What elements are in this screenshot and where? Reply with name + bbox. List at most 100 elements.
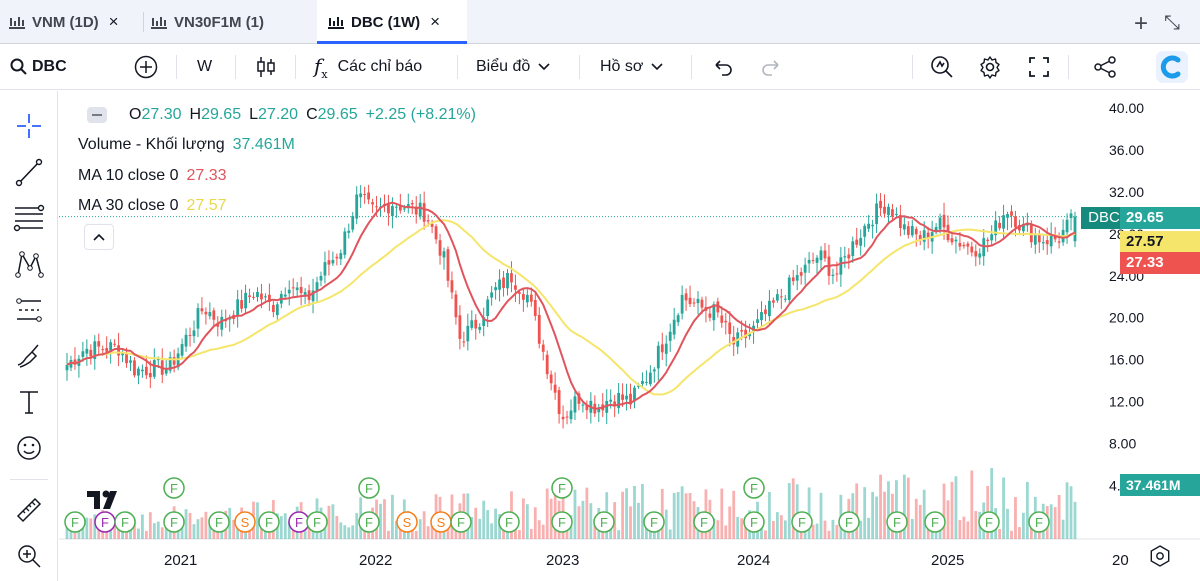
volume-bar bbox=[311, 530, 315, 539]
chart-style-button[interactable] bbox=[255, 44, 277, 90]
volume-bar bbox=[343, 525, 347, 539]
candle-body bbox=[1010, 211, 1013, 216]
trendline-tool[interactable] bbox=[10, 153, 48, 191]
event-marker-label: F bbox=[750, 481, 758, 496]
volume-bar bbox=[347, 527, 351, 539]
event-marker-label: F bbox=[295, 515, 303, 530]
candle-body bbox=[1002, 215, 1005, 229]
candle-body bbox=[724, 320, 728, 323]
candle-body bbox=[839, 257, 843, 275]
low-label: L bbox=[249, 106, 259, 123]
volume-bar bbox=[744, 525, 748, 539]
tab-vn30f1m[interactable]: VN30F1M (1) bbox=[150, 0, 300, 44]
volume-bar bbox=[795, 484, 799, 539]
emoji-tool[interactable] bbox=[10, 429, 48, 467]
settings-button[interactable] bbox=[978, 44, 1002, 90]
close-icon[interactable]: × bbox=[430, 12, 441, 31]
candle-body bbox=[430, 223, 434, 227]
candle-body bbox=[450, 280, 454, 293]
tab-vnm[interactable]: VNM (1D) × bbox=[8, 0, 143, 44]
fib-tool[interactable] bbox=[10, 199, 48, 237]
crosshair-tool[interactable] bbox=[10, 107, 48, 145]
chevron-up-icon[interactable] bbox=[84, 224, 114, 250]
candle-body bbox=[101, 349, 105, 351]
ma10-legend-row[interactable]: MA 10 close 0 27.33 bbox=[78, 167, 231, 185]
redo-button[interactable] bbox=[760, 44, 782, 90]
ma30-legend-row[interactable]: MA 30 close 0 27.57 bbox=[78, 197, 231, 215]
candle-body bbox=[442, 251, 446, 258]
candle-body bbox=[363, 194, 367, 196]
candle-body bbox=[760, 311, 763, 321]
forecast-tool[interactable] bbox=[10, 291, 48, 329]
volume-bar bbox=[958, 520, 962, 539]
candle-body bbox=[410, 202, 414, 205]
candle-body bbox=[466, 325, 470, 342]
zoom-tool[interactable] bbox=[10, 537, 48, 575]
share-button[interactable] bbox=[1093, 44, 1117, 90]
candle-body bbox=[482, 317, 486, 327]
volume-label: Volume - Khối lượng bbox=[78, 136, 225, 153]
compare-button[interactable] bbox=[134, 44, 158, 90]
volume-bar bbox=[1006, 508, 1009, 539]
tab-dbc[interactable]: DBC (1W) × bbox=[317, 0, 467, 44]
profile-label: Hồ sơ bbox=[600, 58, 644, 75]
fullscreen-button[interactable] bbox=[1028, 44, 1050, 90]
volume-bar bbox=[391, 494, 394, 539]
event-marker-label: F bbox=[558, 481, 566, 496]
candle-body bbox=[696, 298, 700, 304]
candle-body bbox=[188, 335, 192, 337]
indicators-button[interactable]: fx Các chỉ báo bbox=[314, 44, 422, 90]
candle-body bbox=[129, 360, 132, 363]
volume-bar bbox=[974, 511, 978, 539]
volume-bar bbox=[942, 483, 946, 539]
volume-bar bbox=[716, 520, 720, 539]
price-axis-label: 16.00 bbox=[1109, 352, 1144, 368]
price-chart[interactable]: 40.0036.0032.0028.0024.0020.0016.0012.00… bbox=[59, 91, 1200, 581]
volume-bar bbox=[1069, 486, 1073, 539]
volume-bar bbox=[256, 502, 259, 539]
axis-settings-button[interactable] bbox=[1149, 545, 1173, 569]
candle-body bbox=[823, 250, 827, 259]
event-marker-label: F bbox=[365, 481, 373, 496]
volume-bar bbox=[379, 503, 382, 539]
candle-body bbox=[585, 404, 589, 411]
candle-body bbox=[712, 304, 716, 321]
event-marker-label: F bbox=[365, 515, 373, 530]
volume-bar bbox=[1014, 497, 1017, 539]
candle-body bbox=[803, 264, 807, 273]
volume-bar bbox=[962, 516, 966, 539]
add-tab-icon[interactable]: + bbox=[1133, 10, 1148, 37]
profile-dropdown[interactable]: Hồ sơ bbox=[600, 44, 663, 90]
interval-button[interactable]: W bbox=[197, 44, 212, 90]
volume-bar bbox=[470, 517, 474, 539]
volume-bar bbox=[307, 522, 311, 539]
tab-bar: VNM (1D) × VN30F1M (1) DBC (1W) × + ⤡ bbox=[0, 0, 1200, 44]
undo-button[interactable] bbox=[712, 44, 734, 90]
volume-bar bbox=[1061, 519, 1065, 539]
divider bbox=[1068, 55, 1069, 79]
volume-bar bbox=[65, 522, 69, 539]
candle-body bbox=[883, 206, 886, 214]
candle-body bbox=[454, 294, 458, 318]
brush-tool[interactable] bbox=[10, 337, 48, 375]
alert-button[interactable] bbox=[929, 44, 955, 90]
symbol-search[interactable]: DBC bbox=[10, 44, 67, 90]
chart-type-dropdown[interactable]: Biểu đồ bbox=[476, 44, 550, 90]
chart-area[interactable]: 40.0036.0032.0028.0024.0020.0016.0012.00… bbox=[59, 91, 1200, 581]
pattern-tool[interactable] bbox=[10, 245, 48, 283]
expand-icon[interactable]: ⤡ bbox=[1164, 12, 1180, 34]
candle-body bbox=[180, 344, 184, 356]
high-label: H bbox=[189, 106, 202, 123]
close-icon[interactable]: × bbox=[108, 12, 119, 31]
text-tool[interactable] bbox=[10, 383, 48, 421]
volume-legend-row[interactable]: Volume - Khối lượng 37.461M bbox=[78, 136, 299, 154]
volume-bar bbox=[283, 513, 287, 539]
volume-bar bbox=[680, 486, 684, 539]
volume-bar bbox=[85, 517, 89, 539]
ma10-label: MA 10 close 0 bbox=[78, 167, 179, 184]
measure-tool[interactable] bbox=[10, 491, 48, 529]
collapse-legend-button[interactable] bbox=[87, 107, 107, 123]
event-marker bbox=[208, 511, 230, 533]
candle-body bbox=[204, 311, 208, 315]
ma30-value: 27.57 bbox=[186, 197, 227, 214]
